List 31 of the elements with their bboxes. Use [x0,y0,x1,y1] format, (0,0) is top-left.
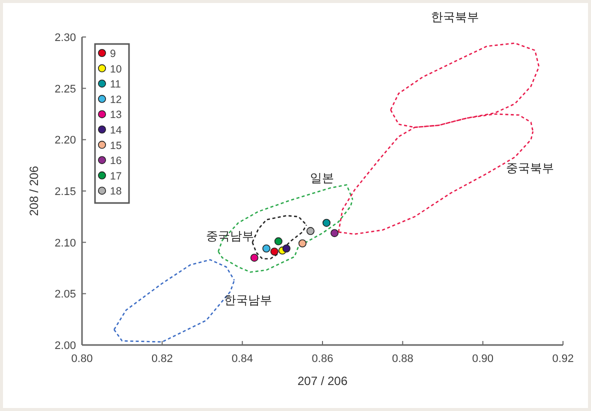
y-tick-label: 2.05 [54,288,76,301]
y-tick-label: 2.10 [54,237,76,250]
x-tick-label: 0.80 [71,353,93,365]
y-axis-title: 208 / 206 [27,166,41,216]
legend-label: 11 [110,78,122,91]
x-tick-label: 0.82 [151,353,173,365]
x-tick-label: 0.84 [232,353,254,365]
x-tick-label: 0.86 [312,353,334,365]
legend-label: 17 [110,170,122,182]
y-tick-label: 2.15 [54,186,76,198]
legend-label: 14 [110,124,122,136]
legend-label: 16 [110,155,122,168]
annotation: 일본 [310,171,334,185]
annotation: 중국북부 [506,161,554,175]
y-tick-label: 2.00 [54,340,76,352]
legend-label: 13 [110,109,122,122]
x-axis-title: 207 / 206 [297,374,348,388]
legend-label: 12 [110,94,122,106]
legend-label: 10 [110,63,122,76]
annotation: 한국북부 [431,10,479,24]
annotation: 중국남부 [206,229,254,243]
x-tick-label: 0.92 [552,353,574,365]
legend-label: 18 [110,186,122,198]
y-tick-label: 2.20 [54,134,76,147]
legend-label: 15 [110,140,122,152]
annotation: 한국남부 [224,293,272,307]
x-tick-label: 0.90 [472,353,494,365]
legend-label: 9 [110,48,116,60]
y-tick-label: 2.30 [54,32,76,44]
y-tick-label: 2.25 [54,83,76,96]
x-tick-label: 0.88 [392,353,414,365]
